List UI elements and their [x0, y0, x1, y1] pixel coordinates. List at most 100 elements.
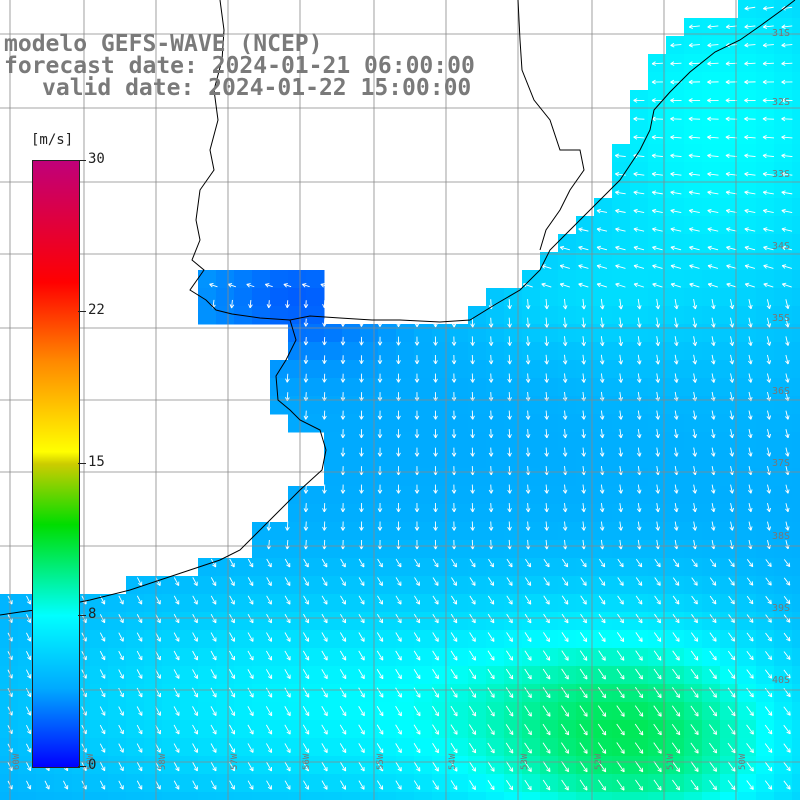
wind-arrow [707, 208, 719, 214]
longitude-label: 60W [12, 753, 22, 770]
wind-speed-cell [612, 414, 631, 433]
wind-speed-cell [198, 756, 217, 775]
wind-arrow [690, 761, 699, 772]
wind-arrow [229, 743, 235, 753]
wind-speed-cell [522, 540, 541, 559]
wind-arrow [707, 24, 719, 30]
wind-speed-cell [702, 432, 721, 451]
wind-arrow [654, 595, 661, 605]
wind-arrow [432, 742, 439, 754]
wind-arrow [210, 577, 217, 586]
wind-arrow [395, 687, 402, 698]
wind-speed-cell [198, 576, 217, 595]
wind-speed-cell [270, 684, 289, 703]
wind-arrow [524, 595, 532, 605]
wind-speed-cell [702, 702, 721, 721]
wind-arrow [359, 447, 364, 457]
wind-arrow [118, 761, 124, 772]
wind-arrow [303, 761, 310, 772]
wind-speed-cell [666, 540, 685, 559]
wind-arrow [709, 669, 717, 680]
wind-speed-cell [648, 432, 667, 451]
wind-speed-cell [738, 522, 757, 541]
latitude-label: 38S [772, 531, 790, 542]
wind-arrow [524, 705, 532, 717]
wind-speed-cell [738, 216, 757, 235]
wind-arrow [633, 116, 645, 122]
wind-arrow [377, 577, 383, 586]
wind-speed-cell [216, 792, 235, 800]
wind-speed-cell [756, 486, 775, 505]
wind-speed-cell [144, 792, 163, 800]
wind-arrow [746, 780, 754, 790]
wind-arrow [469, 650, 476, 661]
wind-speed-cell [648, 396, 667, 415]
wind-speed-cell [594, 432, 613, 451]
wind-arrow [764, 743, 773, 753]
wind-speed-cell [558, 342, 577, 361]
wind-arrow [395, 705, 402, 717]
wind-arrow [635, 650, 643, 661]
wind-speed-cell [540, 738, 559, 757]
wind-arrow [598, 595, 606, 605]
wind-arrow [744, 79, 756, 85]
wind-arrow [729, 299, 735, 310]
wind-arrow [488, 447, 494, 457]
wind-arrow [26, 780, 32, 790]
wind-arrow [672, 779, 681, 791]
wind-speed-cell [342, 396, 361, 415]
wind-speed-cell [666, 612, 685, 631]
wind-arrow [470, 354, 475, 365]
wind-speed-cell [18, 792, 37, 800]
wind-arrow [688, 190, 700, 195]
wind-arrow [744, 208, 756, 214]
wind-speed-cell [774, 288, 793, 307]
wind-arrow [229, 687, 236, 698]
wind-arrow [690, 632, 699, 642]
wind-speed-cell [486, 468, 505, 487]
wind-speed-cell [216, 288, 235, 307]
wind-speed-cell [594, 792, 613, 800]
wind-arrow [688, 61, 701, 66]
wind-speed-cell [792, 504, 800, 523]
wind-speed-cell [756, 324, 775, 343]
wind-speed-cell [90, 702, 109, 721]
longitude-label: 56W [302, 753, 312, 770]
wind-arrow [581, 336, 586, 347]
wind-speed-cell [198, 630, 217, 649]
wind-speed-cell [756, 252, 775, 271]
wind-speed-cell [360, 684, 379, 703]
wind-speed-cell [594, 378, 613, 397]
wind-speed-cell [486, 450, 505, 469]
wind-speed-cell [540, 414, 559, 433]
wind-arrow [729, 317, 735, 328]
wind-speed-cell [738, 378, 757, 397]
wind-speed-cell [684, 630, 703, 649]
wind-speed-cell [522, 522, 541, 541]
wind-arrow [173, 780, 180, 790]
wind-speed-cell [360, 342, 379, 361]
wind-arrow [710, 503, 716, 513]
wind-arrow [155, 614, 161, 624]
wind-arrow [781, 116, 793, 122]
wind-speed-cell [144, 612, 163, 631]
wind-arrow [615, 171, 626, 177]
wind-arrow [653, 760, 662, 773]
wind-speed-cell [738, 432, 757, 451]
wind-speed-cell [396, 396, 415, 415]
wind-speed-cell [324, 666, 343, 685]
wind-speed-cell [432, 558, 451, 577]
wind-arrow [711, 317, 716, 328]
wind-speed-cell [342, 576, 361, 595]
wind-arrow [470, 373, 475, 383]
wind-speed-cell [450, 558, 469, 577]
wind-arrow [725, 61, 738, 66]
wind-arrow [725, 98, 738, 103]
wind-arrow [265, 669, 273, 680]
wind-arrow [247, 595, 254, 605]
wind-speed-cell [684, 648, 703, 667]
wind-speed-cell [774, 144, 793, 163]
wind-arrow [118, 614, 124, 624]
wind-arrow [762, 190, 774, 195]
wind-arrow [192, 761, 198, 772]
